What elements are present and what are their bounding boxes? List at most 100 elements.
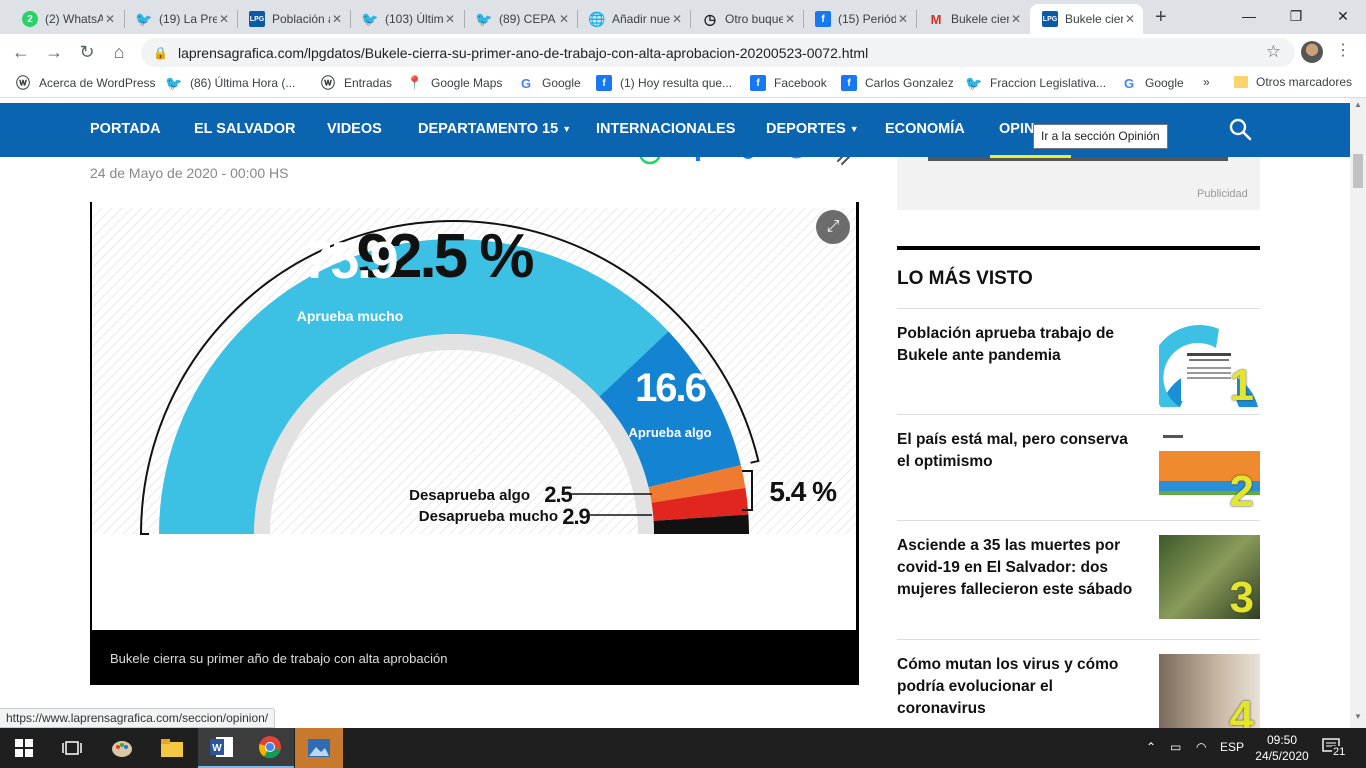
nav-videos[interactable]: VIDEOS — [327, 121, 382, 137]
page-scrollbar[interactable]: ▲ ▼ — [1350, 98, 1366, 728]
bookmarks-overflow-button[interactable]: » — [1203, 75, 1210, 89]
nav-el-salvador[interactable]: EL SALVADOR — [194, 121, 296, 137]
most-viewed-thumbnail[interactable]: 3 — [1159, 535, 1260, 619]
most-viewed-headline[interactable]: El país está mal, pero conserva el optim… — [897, 431, 1128, 470]
bookmark-carlos-gonzalez[interactable]: f Carlos Gonzalez — [841, 75, 954, 91]
browser-menu-icon[interactable]: ⋮ — [1335, 42, 1351, 59]
tray-network-icon[interactable]: ▭ — [1170, 740, 1182, 754]
close-icon[interactable]: ✕ — [897, 12, 909, 26]
tab-cepa[interactable]: 🐦 (89) CEPA ✕ — [464, 4, 577, 34]
most-viewed-thumbnail[interactable]: 2 — [1159, 429, 1260, 513]
file-explorer-button[interactable] — [148, 728, 196, 768]
most-viewed-title: LO MÁS VISTO — [897, 268, 1033, 289]
photos-app-button[interactable] — [295, 728, 343, 768]
page-viewport: Publicidad 24 de Mayo de 2020 - 00:00 HS — [0, 98, 1350, 728]
close-icon[interactable]: ✕ — [104, 12, 116, 26]
nav-internacionales[interactable]: INTERNACIONALES — [596, 121, 736, 137]
bookmark-facebook[interactable]: f Facebook — [750, 75, 827, 91]
close-icon[interactable]: ✕ — [671, 12, 683, 26]
input-language-indicator[interactable]: ESP — [1220, 740, 1245, 754]
tab-active-article[interactable]: LPG Bukele cierra su primer año ✕ — [1030, 4, 1143, 34]
maximize-button[interactable]: ❐ — [1289, 8, 1303, 24]
scroll-up-arrow-icon[interactable]: ▲ — [1354, 100, 1362, 109]
tab-la-prensa-twitter[interactable]: 🐦 (19) La Prensa ✕ — [124, 4, 237, 34]
slice-remainder — [653, 514, 749, 534]
scrollbar-thumb[interactable] — [1353, 154, 1363, 188]
notification-center-button[interactable]: 21 — [1322, 738, 1347, 758]
most-viewed-headline[interactable]: Población aprueba trabajo de Bukele ante… — [897, 325, 1115, 364]
bookmark-label: Carlos Gonzalez — [865, 76, 954, 90]
bookmark-wordpress[interactable]: ⓦ Acerca de WordPress — [15, 75, 156, 91]
paint-app-button[interactable] — [98, 728, 146, 768]
thumbnail-gauge-image — [1159, 325, 1258, 407]
nav-opinion[interactable]: OPIN — [999, 121, 1035, 137]
most-viewed-item-1[interactable]: Población aprueba trabajo de Bukele ante… — [897, 308, 1260, 414]
close-icon[interactable]: ✕ — [218, 12, 230, 26]
bookmark-fraccion[interactable]: 🐦 Fraccion Legislativa... — [965, 75, 1106, 91]
tray-wifi-icon[interactable]: ◠ — [1196, 740, 1207, 754]
facebook-icon: f — [750, 75, 766, 91]
task-view-button[interactable] — [48, 728, 96, 768]
tab-periodico[interactable]: f (15) Periódico ✕ — [803, 4, 916, 34]
most-viewed-thumbnail[interactable]: 4 — [1159, 654, 1260, 728]
profile-avatar[interactable] — [1301, 41, 1323, 63]
bookmark-google-maps[interactable]: 📍 Google Maps — [407, 75, 502, 91]
close-icon[interactable]: ✕ — [784, 12, 796, 26]
chrome-icon — [258, 736, 281, 759]
nav-departamento-15[interactable]: DEPARTAMENTO 15 ▼ — [418, 121, 571, 137]
most-viewed-headline[interactable]: Cómo mutan los virus y cómo podría evolu… — [897, 656, 1119, 717]
bookmark-google-2[interactable]: G Google — [1121, 75, 1184, 91]
figure-caption: Bukele cierra su primer año de trabajo c… — [90, 630, 859, 685]
bookmark-star-icon[interactable]: ☆ — [1265, 42, 1281, 61]
twitter-icon: 🐦 — [361, 10, 379, 27]
nav-portada[interactable]: PORTADA — [90, 121, 161, 137]
expand-icon[interactable]: ⤢ — [816, 210, 850, 244]
other-bookmarks-folder[interactable]: Otros marcadores — [1234, 75, 1352, 89]
folder-icon — [161, 739, 183, 757]
tab-otro-buque[interactable]: ◷ Otro buque ✕ — [690, 4, 803, 34]
tab-anadir[interactable]: 🌐 Añadir nueva ✕ — [577, 4, 690, 34]
tab-title: Otro buque — [725, 12, 783, 26]
close-icon[interactable]: ✕ — [331, 12, 343, 26]
nav-economia[interactable]: ECONOMÍA — [885, 121, 965, 137]
nav-deportes[interactable]: DEPORTES ▼ — [766, 121, 859, 137]
close-icon[interactable]: ✕ — [444, 12, 456, 26]
tab-whatsapp[interactable]: 2 (2) WhatsApp ✕ — [10, 4, 123, 34]
article-figure[interactable]: 92.5 % 75.9 Aprueba mucho 16.6 Aprueba a… — [90, 202, 859, 685]
disapprove-total-label: 5.4 % — [769, 476, 837, 507]
bookmark-google[interactable]: G Google — [518, 75, 581, 91]
search-icon[interactable] — [1228, 117, 1252, 141]
reload-button[interactable]: ↻ — [79, 42, 95, 62]
new-tab-button[interactable]: + — [1155, 6, 1167, 28]
word-app-button[interactable]: W — [198, 728, 246, 768]
close-icon[interactable]: ✕ — [558, 12, 570, 26]
address-bar[interactable]: 🔒 laprensagrafica.com/lpgdatos/Bukele-ci… — [141, 38, 1295, 67]
home-button[interactable]: ⌂ — [113, 42, 125, 62]
back-button[interactable]: ← — [12, 42, 30, 62]
bookmark-entradas[interactable]: ⓦ Entradas — [320, 75, 392, 91]
twitter-icon: 🐦 — [165, 74, 183, 91]
scroll-down-arrow-icon[interactable]: ▼ — [1354, 712, 1362, 721]
clock[interactable]: 09:50 24/5/2020 — [1252, 732, 1312, 764]
start-button[interactable] — [0, 728, 48, 768]
window-close-button[interactable]: ✕ — [1337, 8, 1349, 24]
bookmark-hoy-resulta[interactable]: f (1) Hoy resulta que... — [596, 75, 732, 91]
minimize-button[interactable]: — — [1242, 8, 1256, 24]
tray-chevron-icon[interactable]: ⌃ — [1146, 740, 1157, 754]
tab-gmail[interactable]: M Bukele cierra ✕ — [916, 4, 1029, 34]
close-icon[interactable]: ✕ — [1010, 12, 1022, 26]
tab-poblacion[interactable]: LPG Población aprueba ✕ — [237, 4, 350, 34]
bookmark-ultima-hora[interactable]: 🐦 (86) Última Hora (... — [165, 74, 295, 91]
most-viewed-headline[interactable]: Asciende a 35 las muertes por covid-19 e… — [897, 537, 1133, 598]
most-viewed-item-3[interactable]: Asciende a 35 las muertes por covid-19 e… — [897, 520, 1260, 639]
most-viewed-thumbnail[interactable]: 1 — [1159, 323, 1260, 407]
most-viewed-item-2[interactable]: El país está mal, pero conserva el optim… — [897, 414, 1260, 520]
twitter-icon: 🐦 — [135, 10, 153, 27]
chrome-app-button[interactable] — [246, 728, 294, 768]
most-viewed-item-4[interactable]: Cómo mutan los virus y cómo podría evolu… — [897, 639, 1260, 728]
close-icon[interactable]: ✕ — [1124, 12, 1136, 26]
forward-button[interactable]: → — [45, 42, 63, 62]
tab-ultima-hora[interactable]: 🐦 (103) Última Hora ✕ — [350, 4, 463, 34]
overflow-label: » — [1203, 75, 1210, 89]
bookmark-label: Otros marcadores — [1256, 75, 1353, 89]
